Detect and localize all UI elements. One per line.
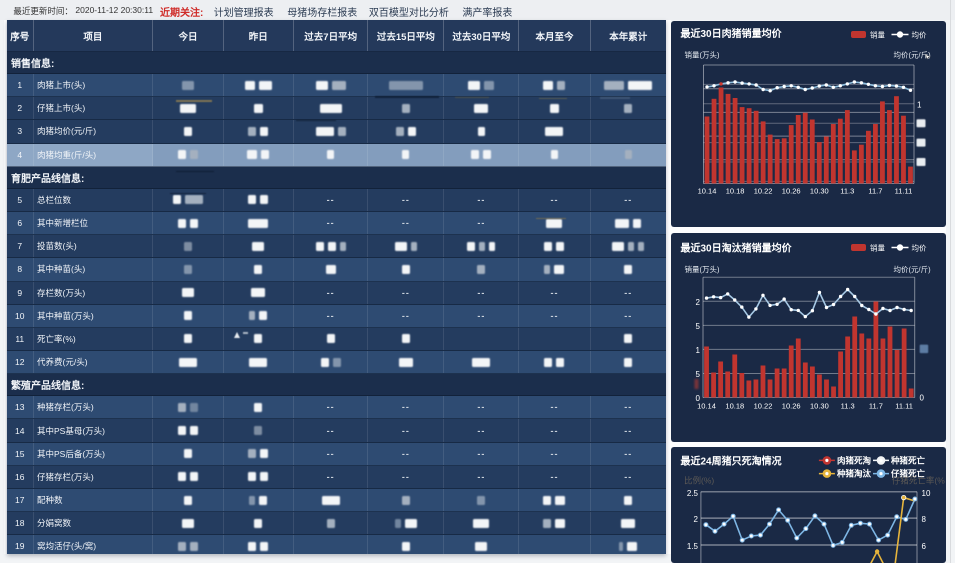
svg-text:均价: 均价 [912, 30, 927, 40]
svg-text:11.7: 11.7 [868, 187, 882, 196]
svg-text:最近30日肉猪销量均价: 最近30日肉猪销量均价 [681, 27, 783, 40]
svg-text:2.5: 2.5 [687, 489, 699, 498]
svg-text:5: 5 [696, 321, 701, 330]
svg-text:销量: 销量 [870, 30, 885, 40]
svg-text:均价(元/斤): 均价(元/斤) [894, 264, 932, 274]
svg-text:1: 1 [917, 101, 922, 110]
svg-text:销量: 销量 [870, 242, 885, 252]
svg-text:2: 2 [696, 297, 701, 306]
svg-text:10: 10 [922, 489, 931, 498]
svg-text:10.18: 10.18 [725, 401, 744, 410]
svg-text:8: 8 [922, 515, 927, 524]
svg-text:11.11: 11.11 [895, 401, 913, 410]
svg-text:5: 5 [696, 369, 701, 378]
svg-text:0: 0 [920, 393, 925, 402]
svg-text:2: 2 [694, 515, 699, 524]
svg-text:11.3: 11.3 [841, 401, 855, 410]
svg-text:10.30: 10.30 [810, 401, 829, 410]
svg-text:销量(万头): 销量(万头) [685, 50, 720, 60]
svg-text:最近30日淘汰猪销量均价: 最近30日淘汰猪销量均价 [681, 241, 793, 254]
svg-text:仔猪死亡: 仔猪死亡 [891, 469, 926, 479]
svg-text:11.3: 11.3 [840, 187, 854, 196]
svg-text:肉猪死淘: 肉猪死淘 [837, 455, 872, 465]
svg-text:1.5: 1.5 [687, 542, 699, 551]
svg-text:10.26: 10.26 [782, 401, 801, 410]
svg-text:10.26: 10.26 [782, 187, 801, 196]
svg-text:10.14: 10.14 [697, 401, 716, 410]
svg-text:10.18: 10.18 [726, 187, 745, 196]
svg-text:1: 1 [696, 345, 701, 354]
svg-text:6: 6 [922, 542, 927, 551]
svg-text:10.22: 10.22 [754, 401, 773, 410]
svg-text:11.7: 11.7 [869, 401, 883, 410]
svg-text:种猪死亡: 种猪死亡 [890, 455, 926, 465]
svg-text:仔猪死亡率(%: 仔猪死亡率(% [892, 476, 945, 486]
svg-text:种猪淘汰: 种猪淘汰 [836, 469, 872, 479]
svg-text:10.14: 10.14 [698, 187, 717, 196]
svg-text:10.30: 10.30 [810, 187, 829, 196]
svg-text:11.11: 11.11 [895, 187, 913, 196]
svg-text:最近24周猪只死淘情况: 最近24周猪只死淘情况 [681, 455, 782, 468]
svg-text:0: 0 [696, 394, 701, 403]
svg-text:10.22: 10.22 [754, 187, 773, 196]
svg-text:均价: 均价 [912, 242, 927, 252]
svg-text:均价(元/斤): 均价(元/斤) [894, 50, 932, 60]
svg-text:销量(万头): 销量(万头) [685, 264, 720, 274]
svg-text:比例(%): 比例(%) [684, 476, 714, 486]
